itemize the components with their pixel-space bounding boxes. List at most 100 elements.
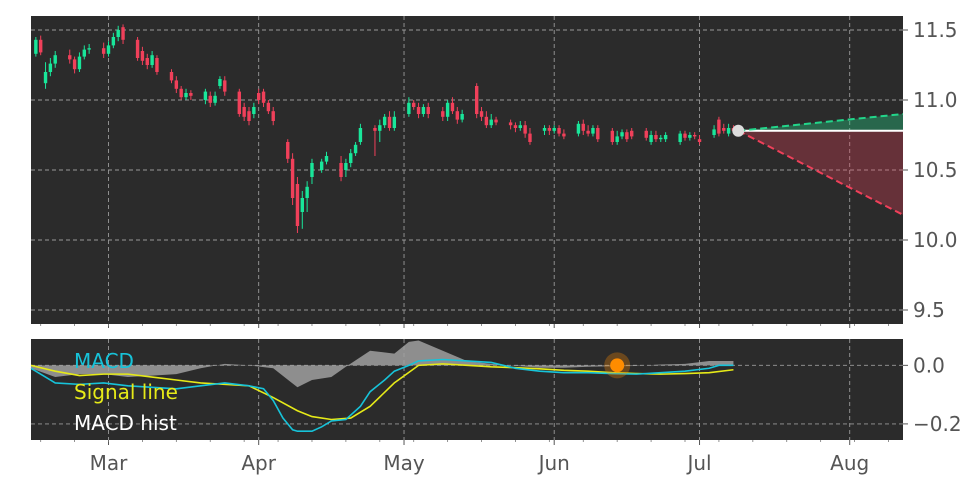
candle-body bbox=[295, 184, 300, 226]
legend-signal-line: Signal line bbox=[74, 380, 178, 404]
candle-body bbox=[339, 163, 343, 177]
candle-body bbox=[426, 107, 430, 114]
candle-body bbox=[87, 48, 91, 50]
candle-body bbox=[586, 130, 590, 134]
candle-body bbox=[508, 122, 513, 126]
price-tick-label: 10.5 bbox=[913, 158, 958, 182]
candle-body bbox=[48, 63, 53, 72]
candle-body bbox=[271, 111, 275, 121]
price-tick-label: 10.0 bbox=[913, 228, 958, 252]
candle-body bbox=[68, 55, 72, 60]
x-axis-ticks: Mar Apr May Jun Jul Aug bbox=[40, 324, 889, 475]
candle-body bbox=[659, 137, 663, 140]
x-tick-label: Jul bbox=[685, 451, 711, 475]
price-grid bbox=[31, 16, 903, 324]
x-tick-label: Aug bbox=[830, 451, 869, 475]
candle-body bbox=[416, 107, 421, 114]
candle-body bbox=[412, 102, 416, 107]
last-price-point bbox=[732, 124, 745, 137]
candle-body bbox=[349, 153, 353, 163]
candle-body bbox=[542, 128, 547, 131]
x-tick-label: May bbox=[383, 451, 425, 475]
candle-body bbox=[547, 128, 552, 131]
candle-body bbox=[319, 161, 324, 170]
candle-body bbox=[615, 136, 619, 142]
candle-body bbox=[692, 135, 697, 137]
candle-body bbox=[82, 49, 86, 57]
candle-body bbox=[34, 39, 38, 54]
candle-body bbox=[38, 39, 43, 53]
candle-body bbox=[169, 72, 174, 81]
candle-body bbox=[77, 56, 82, 70]
candle-body bbox=[441, 111, 445, 117]
candle-body bbox=[421, 107, 426, 114]
price-tick-label: 9.5 bbox=[913, 298, 945, 322]
candle-body bbox=[528, 133, 532, 142]
candle-body bbox=[460, 114, 464, 120]
candle-body bbox=[290, 158, 295, 198]
candle-body bbox=[576, 123, 581, 134]
candle-body bbox=[726, 128, 731, 134]
candle-body bbox=[581, 123, 585, 131]
candle-body bbox=[218, 79, 222, 86]
candle-body bbox=[489, 119, 493, 126]
price-projection bbox=[737, 113, 904, 216]
candle-body bbox=[518, 125, 522, 128]
candle-body bbox=[286, 142, 290, 159]
candle-body bbox=[324, 156, 329, 162]
candle-body bbox=[722, 128, 726, 131]
candle-body bbox=[712, 129, 716, 135]
candle-body bbox=[649, 135, 653, 142]
candle-body bbox=[644, 130, 648, 138]
lower-projection-line bbox=[737, 129, 904, 216]
candle-body bbox=[450, 102, 455, 112]
candle-body bbox=[407, 102, 411, 114]
candle-body bbox=[150, 55, 154, 65]
candle-body bbox=[261, 91, 266, 103]
x-tick-label: Apr bbox=[241, 451, 276, 475]
candle-body bbox=[106, 45, 111, 54]
price-tick-label: 11.0 bbox=[913, 88, 958, 112]
candle-body bbox=[678, 133, 682, 142]
candle-body bbox=[557, 128, 561, 134]
candle-body bbox=[344, 163, 348, 170]
candle-body bbox=[116, 30, 120, 37]
candle-body bbox=[305, 186, 309, 198]
macd-axis-ticks: 0.0 −0.2 bbox=[903, 353, 962, 436]
candle-body bbox=[688, 135, 692, 138]
candle-body bbox=[455, 111, 460, 120]
candle-body bbox=[140, 51, 145, 61]
candle-body bbox=[717, 119, 721, 134]
candle-body bbox=[101, 48, 106, 54]
candle-body bbox=[223, 80, 227, 92]
candle-body bbox=[596, 128, 600, 140]
candle-body bbox=[358, 128, 363, 142]
candle-body bbox=[654, 135, 658, 140]
candle-body bbox=[697, 139, 702, 142]
candle-body bbox=[179, 88, 183, 98]
candle-body bbox=[72, 59, 77, 70]
candle-body bbox=[552, 128, 556, 131]
candle-body bbox=[610, 130, 615, 142]
candle-body bbox=[353, 144, 358, 154]
candle-body bbox=[135, 39, 140, 58]
candle-body bbox=[387, 116, 392, 128]
candle-body bbox=[237, 91, 242, 114]
candle-body bbox=[591, 128, 595, 134]
candle-body bbox=[121, 27, 125, 40]
candle-body bbox=[111, 37, 116, 46]
candle-body bbox=[247, 111, 251, 121]
price-tick-label: 11.5 bbox=[913, 18, 958, 42]
candle-body bbox=[663, 135, 668, 140]
candle-body bbox=[300, 198, 304, 212]
candle-body bbox=[620, 132, 624, 137]
candle-body bbox=[445, 102, 450, 117]
upper-projection-line bbox=[738, 113, 904, 132]
candlesticks bbox=[34, 24, 745, 233]
candle-body bbox=[203, 91, 208, 100]
macd-tick-label: 0.0 bbox=[913, 353, 945, 377]
price-axis-ticks: 9.5 10.0 10.5 11.0 11.5 bbox=[903, 18, 958, 322]
candle-body bbox=[53, 55, 57, 64]
legend-macd: MACD bbox=[74, 349, 134, 373]
